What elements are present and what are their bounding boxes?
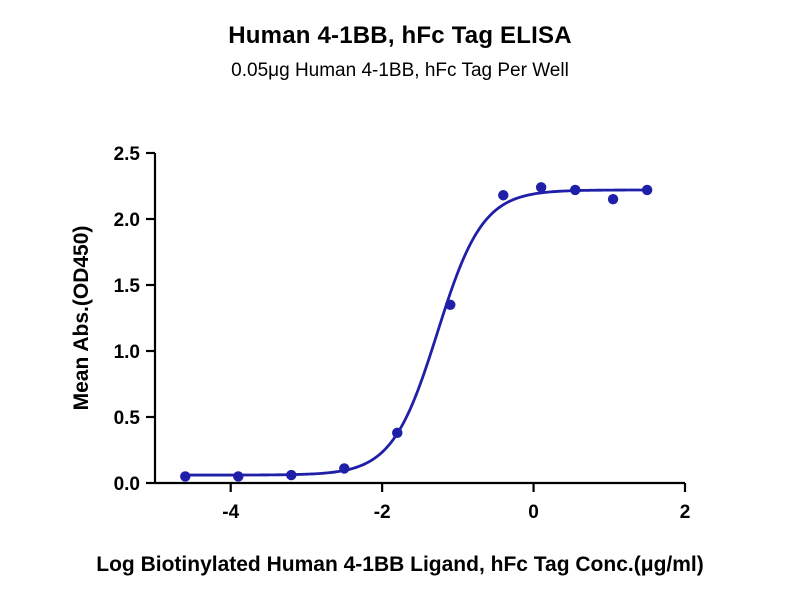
tick-labels: -4 -2 0 2 0.0 0.5 1.0 1.5 2.0 2.5 bbox=[114, 144, 691, 523]
data-point bbox=[498, 190, 509, 201]
y-axis-label: Mean Abs.(OD450) bbox=[70, 226, 93, 411]
data-point bbox=[180, 471, 191, 482]
y-tick-label: 2.0 bbox=[114, 210, 140, 231]
x-tick-label: 2 bbox=[680, 502, 691, 523]
data-point bbox=[535, 182, 547, 193]
y-tick-label: 1.5 bbox=[114, 276, 141, 297]
x-tick-label: -4 bbox=[222, 502, 239, 523]
data-point bbox=[233, 471, 244, 482]
data-point bbox=[339, 463, 350, 474]
data-point bbox=[607, 194, 619, 205]
fit-curve bbox=[185, 188, 648, 477]
y-tick-label: 0.0 bbox=[114, 474, 140, 495]
data-point bbox=[392, 427, 403, 439]
axes bbox=[153, 153, 685, 485]
x-tick-label: 0 bbox=[528, 502, 539, 523]
tick-marks bbox=[146, 151, 687, 492]
data-point bbox=[286, 469, 297, 481]
data-point bbox=[570, 184, 581, 196]
chart-subtitle: 0.05μg Human 4-1BB, hFc Tag Per Well bbox=[231, 60, 569, 81]
data-point bbox=[641, 184, 653, 196]
y-tick-label: 0.5 bbox=[114, 408, 141, 429]
x-axis-label: Log Biotinylated Human 4-1BB Ligand, hFc… bbox=[96, 553, 703, 576]
data-points bbox=[180, 182, 653, 482]
data-point bbox=[445, 299, 456, 310]
y-tick-label: 2.5 bbox=[114, 144, 141, 165]
chart-title: Human 4-1BB, hFc Tag ELISA bbox=[228, 22, 572, 49]
y-tick-label: 1.0 bbox=[114, 342, 140, 363]
x-tick-label: -2 bbox=[374, 502, 391, 523]
